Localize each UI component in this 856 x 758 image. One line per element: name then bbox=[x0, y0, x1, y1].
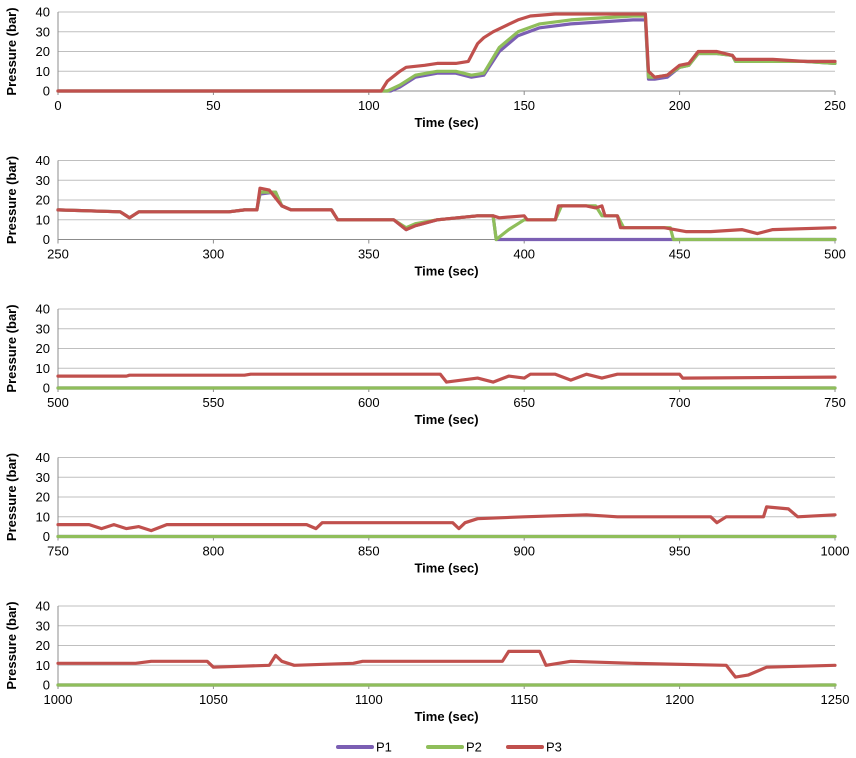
x-tick-label: 650 bbox=[513, 395, 535, 410]
y-tick-label: 20 bbox=[36, 638, 50, 653]
x-tick-label: 500 bbox=[824, 247, 846, 262]
x-tick-label: 750 bbox=[47, 544, 69, 559]
series-line-p3 bbox=[56, 505, 837, 533]
y-tick-label: 20 bbox=[36, 341, 50, 356]
y-tick-label: 40 bbox=[36, 599, 50, 614]
y-tick-label: 0 bbox=[43, 84, 50, 99]
legend-item-p3: P3 bbox=[506, 740, 562, 755]
x-tick-label: 1200 bbox=[665, 692, 694, 707]
x-tick-label: 50 bbox=[206, 98, 220, 113]
x-tick-label: 400 bbox=[513, 247, 535, 262]
y-tick-label: 30 bbox=[36, 321, 50, 336]
x-tick-label: 300 bbox=[203, 247, 225, 262]
y-tick-label: 10 bbox=[36, 212, 50, 227]
y-axis-title: Pressure (bar) bbox=[4, 601, 19, 689]
y-tick-label: 10 bbox=[36, 658, 50, 673]
series-line-p3 bbox=[56, 186, 837, 236]
series-line-p3 bbox=[56, 372, 837, 384]
x-tick-label: 500 bbox=[47, 395, 69, 410]
x-tick-label: 700 bbox=[669, 395, 691, 410]
x-tick-label: 850 bbox=[358, 544, 380, 559]
y-axis-title: Pressure (bar) bbox=[4, 7, 19, 95]
x-tick-label: 250 bbox=[47, 247, 69, 262]
y-tick-label: 40 bbox=[36, 5, 50, 20]
series-line-p3 bbox=[56, 649, 837, 679]
x-tick-label: 800 bbox=[203, 544, 225, 559]
y-tick-label: 10 bbox=[36, 509, 50, 524]
legend-item-p2: P2 bbox=[426, 740, 482, 755]
x-tick-label: 550 bbox=[203, 395, 225, 410]
y-tick-label: 30 bbox=[36, 24, 50, 39]
y-tick-label: 40 bbox=[36, 153, 50, 168]
x-axis-title: Time (sec) bbox=[414, 412, 478, 427]
x-tick-label: 750 bbox=[824, 395, 846, 410]
y-axis-title: Pressure (bar) bbox=[4, 453, 19, 541]
y-tick-label: 40 bbox=[36, 302, 50, 317]
y-tick-label: 0 bbox=[43, 381, 50, 396]
x-tick-label: 450 bbox=[669, 247, 691, 262]
x-tick-label: 950 bbox=[669, 544, 691, 559]
chart-panel-1: 0 10 20 30 40 0 50 100 150 200 250 Time (sec) Pressu… bbox=[4, 5, 846, 131]
y-tick-label: 0 bbox=[43, 678, 50, 693]
y-tick-label: 30 bbox=[36, 618, 50, 633]
chart-panel-4: 0 10 20 30 40 750 800 850 900 950 1000 Time (sec) Pr… bbox=[4, 450, 849, 576]
x-tick-label: 1250 bbox=[821, 692, 850, 707]
x-tick-label: 100 bbox=[358, 98, 380, 113]
chart-panel-2: 0 10 20 30 40 250 300 350 400 450 500 Time (sec) Pre… bbox=[4, 153, 846, 279]
x-tick-label: 900 bbox=[513, 544, 535, 559]
legend-label: P2 bbox=[466, 740, 482, 755]
x-tick-label: 150 bbox=[513, 98, 535, 113]
x-axis-title: Time (sec) bbox=[414, 264, 478, 279]
x-axis-title: Time (sec) bbox=[414, 561, 478, 576]
x-tick-label: 1150 bbox=[510, 692, 538, 707]
x-tick-label: 1000 bbox=[821, 544, 850, 559]
x-axis-title: Time (sec) bbox=[414, 709, 478, 724]
chart-panel-5: 0 10 20 30 40 1000 1050 1100 1150 1200 1250 Time (s… bbox=[4, 599, 849, 725]
y-tick-label: 20 bbox=[36, 44, 50, 59]
legend-item-p1: P1 bbox=[336, 740, 392, 755]
chart-legend: P1 P2 P3 bbox=[336, 740, 562, 755]
x-tick-label: 600 bbox=[358, 395, 380, 410]
x-tick-label: 250 bbox=[824, 98, 846, 113]
legend-label: P1 bbox=[376, 740, 392, 755]
legend-label: P3 bbox=[546, 740, 562, 755]
y-tick-label: 0 bbox=[43, 529, 50, 544]
y-tick-label: 20 bbox=[36, 490, 50, 505]
chart-panel-3: 0 10 20 30 40 500 550 600 650 700 750 Time (sec) Pre… bbox=[4, 302, 846, 428]
y-tick-label: 0 bbox=[43, 232, 50, 247]
x-tick-label: 1000 bbox=[44, 692, 73, 707]
y-tick-label: 20 bbox=[36, 193, 50, 208]
y-tick-label: 10 bbox=[36, 361, 50, 376]
x-tick-label: 0 bbox=[54, 98, 61, 113]
y-tick-label: 30 bbox=[36, 173, 50, 188]
x-tick-label: 350 bbox=[358, 247, 380, 262]
series-line-p3 bbox=[56, 12, 837, 93]
y-axis-title: Pressure (bar) bbox=[4, 156, 19, 244]
x-tick-label: 200 bbox=[669, 98, 691, 113]
x-axis-title: Time (sec) bbox=[414, 115, 478, 130]
x-tick-label: 1050 bbox=[199, 692, 228, 707]
x-tick-label: 1100 bbox=[355, 692, 383, 707]
series-line-p1 bbox=[56, 18, 837, 93]
y-tick-label: 40 bbox=[36, 450, 50, 465]
y-tick-label: 30 bbox=[36, 470, 50, 485]
y-tick-label: 10 bbox=[36, 64, 50, 79]
y-axis-title: Pressure (bar) bbox=[4, 304, 19, 392]
